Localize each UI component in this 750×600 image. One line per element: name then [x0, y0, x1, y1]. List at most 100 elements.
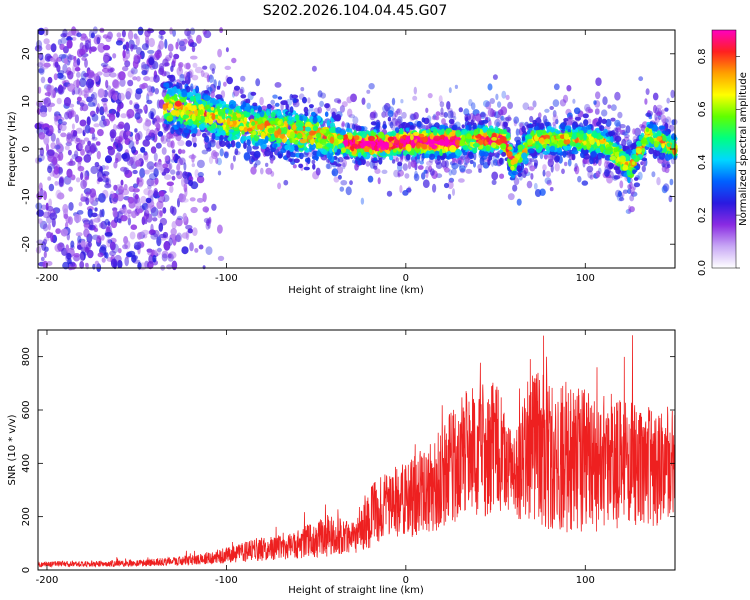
- spectrogram-cell: [596, 121, 600, 127]
- spectrogram-cell: [83, 93, 89, 99]
- spectrogram-cell: [166, 74, 174, 79]
- spectrogram-cell: [326, 163, 333, 170]
- spectrogram-cell: [369, 148, 373, 154]
- spectrogram-cell: [446, 128, 451, 134]
- spectrogram-cell: [147, 189, 154, 199]
- spectrogram-cell: [170, 127, 175, 134]
- spectrogram-cell: [552, 121, 556, 126]
- spectrogram-cell: [66, 36, 73, 42]
- spectrogram-cell: [495, 139, 503, 146]
- spectrogram-cell: [337, 134, 344, 140]
- spectrogram-cell: [272, 94, 278, 99]
- spectrogram-cell: [86, 116, 91, 126]
- spectrogram-cell: [207, 140, 212, 149]
- spectrogram-cell: [211, 203, 217, 211]
- spectrogram-cell: [545, 145, 551, 152]
- spectrogram-cell: [192, 227, 198, 237]
- spectrogram-cell: [407, 161, 412, 170]
- spectrogram-cell: [187, 34, 193, 42]
- spectrogram-cell: [309, 143, 316, 151]
- spectrogram-cell: [526, 180, 533, 189]
- spectrogram-cell: [304, 111, 309, 117]
- spectrogram-cell: [196, 159, 205, 169]
- spectrogram-cell: [622, 189, 629, 194]
- spectrogram-cell: [428, 153, 435, 160]
- spectrogram-cell: [449, 110, 454, 118]
- spectrogram-cell: [435, 111, 441, 116]
- spectrogram-cell: [113, 184, 118, 191]
- spectrogram-cell: [35, 246, 42, 254]
- spectrogram-cell: [577, 175, 582, 183]
- spectrogram-cell: [97, 129, 104, 137]
- spectrogram-cell: [91, 212, 98, 218]
- spectrogram-cell: [601, 109, 608, 117]
- spectrogram-cell: [297, 122, 304, 128]
- spectrogram-cell: [598, 167, 602, 175]
- spectrogram-cell: [223, 81, 227, 87]
- spectrogram-cell: [662, 183, 670, 192]
- spectrogram-cell: [583, 140, 587, 145]
- spectrogram-cell: [574, 165, 580, 175]
- spectrogram-cell: [245, 98, 251, 104]
- spectrogram-cell: [104, 183, 112, 189]
- spectrogram-cell: [163, 71, 171, 77]
- spectrogram-cell: [194, 169, 199, 178]
- spectrogram-cell: [211, 150, 218, 160]
- spectrogram-cell: [625, 125, 631, 134]
- spectrogram-cell: [148, 111, 155, 119]
- spectrogram-cell: [665, 116, 672, 125]
- spectrogram-cell: [283, 179, 289, 186]
- spectrogram-cell: [144, 169, 150, 175]
- spectrogram-cell: [324, 103, 330, 109]
- spectrogram-cell: [123, 206, 128, 217]
- spectrogram-cell: [171, 150, 176, 161]
- spectrogram-cell: [75, 137, 81, 142]
- spectrogram-cell: [325, 163, 331, 170]
- spectrogram-cell: [116, 192, 124, 202]
- spectrogram-cell: [401, 111, 407, 119]
- spectrogram-cell: [631, 142, 637, 150]
- spectrogram-cell: [202, 132, 207, 138]
- spectrogram-cell: [120, 113, 127, 119]
- spectrogram-cell: [195, 85, 200, 94]
- spectrogram-cell: [310, 111, 316, 117]
- spectrogram-cell: [543, 154, 548, 160]
- spectrogram-cell: [70, 240, 75, 248]
- spectrogram-cell: [474, 113, 482, 122]
- spectrogram-cell: [544, 108, 550, 113]
- spectrogram-cell: [535, 144, 539, 150]
- spectrogram-cell: [446, 101, 451, 110]
- spectrogram-cell: [61, 247, 68, 256]
- spectrogram-cell: [495, 93, 499, 101]
- spectrogram-cell: [591, 130, 598, 138]
- spectrogram-cell: [213, 79, 217, 89]
- spectrogram-cell: [83, 137, 90, 142]
- spectrogram-cell: [71, 123, 75, 130]
- spectrogram-cell: [66, 252, 72, 260]
- spectrogram-cell: [50, 142, 56, 150]
- spectrogram-cell: [124, 256, 129, 267]
- spectrogram-cell: [215, 94, 223, 99]
- spectrogram-cell: [240, 94, 247, 99]
- spectrogram-cell: [203, 95, 211, 102]
- spectrogram-cell: [163, 167, 170, 174]
- spectrogram-cell: [451, 168, 457, 176]
- spectrogram-cell: [445, 140, 449, 147]
- spectrogram-cell: [259, 110, 265, 118]
- spectrogram-cell: [266, 110, 271, 117]
- spectrogram-cell: [293, 158, 300, 163]
- spectrogram-cell: [373, 112, 378, 119]
- spectrogram-cell: [571, 149, 579, 155]
- spectrogram-cell: [40, 204, 47, 210]
- spectrogram-cell: [79, 106, 84, 112]
- spectrogram-cell: [512, 184, 518, 192]
- spectrogram-cell: [158, 233, 167, 238]
- spectrogram-cell: [515, 128, 519, 137]
- spectrogram-cell: [400, 99, 404, 104]
- spectrogram-cell: [463, 108, 470, 116]
- spectrogram-cell: [156, 210, 163, 219]
- spectrogram-cell: [384, 102, 391, 112]
- spectrogram-cell: [189, 27, 196, 35]
- spectrogram-cell: [583, 119, 589, 127]
- spectrogram-cell: [79, 77, 87, 88]
